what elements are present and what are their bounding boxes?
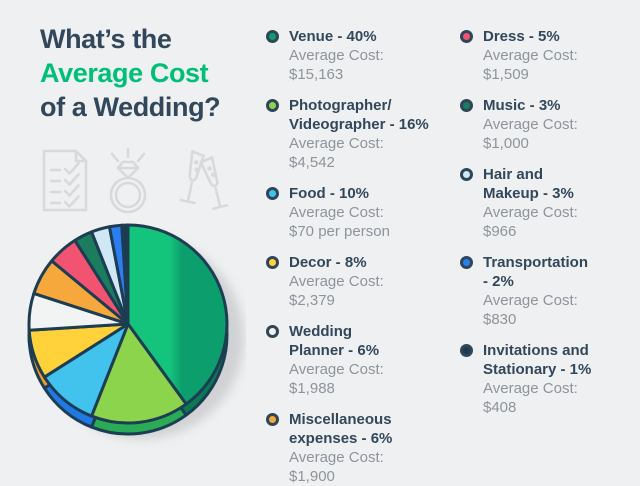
legend-text: Music - 3% Average Cost: $1,000	[483, 96, 578, 153]
legend-label: Decor - 8%	[289, 254, 367, 271]
legend-cost-value: $966	[483, 223, 517, 240]
legend-text: Miscellaneous expenses - 6% Average Cost:…	[289, 410, 392, 486]
pie-slice-venue: Venue - 40%	[126, 223, 229, 406]
legend-bullet	[266, 325, 279, 338]
legend-label: Music - 3%	[483, 97, 561, 114]
decorative-icons	[38, 146, 242, 222]
legend-item-wedding-planner: Wedding Planner - 6% Average Cost: $1,988	[266, 322, 444, 398]
legend-bullet	[460, 256, 473, 269]
checklist-icon	[42, 149, 88, 212]
wedding-cost-infographic: What’s the Average Cost of a Wedding?	[16, 22, 638, 485]
legend-label: Photographer/ Videographer - 16%	[289, 97, 429, 133]
title-line3: of a Wedding?	[40, 92, 221, 122]
page-title: What’s the Average Cost of a Wedding?	[40, 22, 221, 124]
legend-cost-value: $830	[483, 311, 517, 328]
legend-text: Photographer/ Videographer - 16% Average …	[289, 96, 429, 172]
legend-label: Transportation - 2%	[483, 254, 589, 290]
legend-cost-label: Average Cost:	[483, 204, 578, 221]
legend-cost-label: Average Cost:	[483, 116, 578, 133]
legend-text: Dress - 5% Average Cost: $1,509	[483, 27, 578, 84]
legend-bullet	[460, 344, 473, 357]
legend-cost-value: $1,900	[289, 468, 335, 485]
pie-slice-invitations-and-stationary: Invitations and Stationary - 1%	[120, 223, 130, 326]
legend-cost-value: $2,379	[289, 292, 335, 309]
legend-item-decor: Decor - 8% Average Cost: $2,379	[266, 253, 444, 310]
legend-text: Food - 10% Average Cost: $70 per person	[289, 184, 390, 241]
legend-item-dress: Dress - 5% Average Cost: $1,509	[460, 27, 638, 84]
pie-chart: Venue - 40%Photographer/Videographer - 1…	[16, 212, 246, 465]
legend-cost-label: Average Cost:	[289, 47, 384, 64]
legend-bullet	[460, 168, 473, 181]
legend-cost-label: Average Cost:	[289, 273, 384, 290]
legend-label: Miscellaneous expenses - 6%	[289, 411, 393, 447]
legend-text: Venue - 40% Average Cost: $15,163	[289, 27, 384, 84]
legend-cost-value: $1,000	[483, 135, 529, 152]
legend-cost-value: $408	[483, 399, 517, 416]
legend-item-food: Food - 10% Average Cost: $70 per person	[266, 184, 444, 241]
legend-bullet	[266, 413, 279, 426]
legend-cost-value: $1,509	[483, 66, 529, 83]
legend-column-2: Dress - 5% Average Cost: $1,509 Music - 3% A…	[460, 27, 638, 417]
legend-cost-label: Average Cost:	[483, 292, 578, 309]
legend-cost-label: Average Cost:	[289, 135, 384, 152]
legend-bullet	[266, 99, 279, 112]
legend-text: Transportation - 2% Average Cost: $830	[483, 253, 588, 329]
legend-bullet	[266, 187, 279, 200]
legend-text: Hair and Makeup - 3% Average Cost: $966	[483, 165, 578, 241]
title-line2: Average Cost	[40, 58, 209, 88]
pie-chart-svg: Venue - 40%Photographer/Videographer - 1…	[27, 223, 244, 439]
legend-label: Invitations and Stationary - 1%	[483, 342, 592, 378]
legend-text: Decor - 8% Average Cost: $2,379	[289, 253, 384, 310]
legend-cost-value: $70 per person	[289, 223, 390, 240]
legend-cost-value: $15,163	[289, 66, 344, 83]
legend-bullet	[460, 99, 473, 112]
legend-text: Invitations and Stationary - 1% Average C…	[483, 341, 591, 417]
legend-item-hair-and-makeup: Hair and Makeup - 3% Average Cost: $966	[460, 165, 638, 241]
legend-cost-label: Average Cost:	[289, 449, 384, 466]
legend-item-transportation: Transportation - 2% Average Cost: $830	[460, 253, 638, 329]
legend-label: Wedding Planner - 6%	[289, 323, 380, 359]
legend-bullet	[460, 30, 473, 43]
wedding-ring-icon	[109, 147, 147, 214]
legend-item-invitations-and-stationary: Invitations and Stationary - 1% Average C…	[460, 341, 638, 417]
legend-bullet	[266, 256, 279, 269]
legend-label: Dress - 5%	[483, 28, 560, 45]
legend-cost-label: Average Cost:	[289, 204, 384, 221]
legend-cost-label: Average Cost:	[483, 380, 578, 397]
legend-label: Venue - 40%	[289, 28, 377, 45]
legend-cost-value: $4,542	[289, 154, 335, 171]
legend-column-1: Venue - 40% Average Cost: $15,163 Photograp…	[266, 27, 444, 486]
legend-item-music: Music - 3% Average Cost: $1,000	[460, 96, 638, 153]
champagne-glasses-icon	[179, 150, 229, 210]
legend-item-venue: Venue - 40% Average Cost: $15,163	[266, 27, 444, 84]
legend-item-photographer-videographer: Photographer/ Videographer - 16% Average …	[266, 96, 444, 172]
title-line1: What’s the	[40, 24, 172, 54]
legend-label: Food - 10%	[289, 185, 370, 202]
legend-cost-value: $1,988	[289, 380, 335, 397]
pie-slice-photographer-videographer: Photographer/Videographer - 16%	[90, 322, 188, 425]
legend-bullet	[266, 30, 279, 43]
legend-item-miscellaneous-expenses: Miscellaneous expenses - 6% Average Cost:…	[266, 410, 444, 486]
legend-label: Hair and Makeup - 3%	[483, 166, 574, 202]
legend-text: Wedding Planner - 6% Average Cost: $1,988	[289, 322, 384, 398]
legend-cost-label: Average Cost:	[289, 361, 384, 378]
legend-cost-label: Average Cost:	[483, 47, 578, 64]
